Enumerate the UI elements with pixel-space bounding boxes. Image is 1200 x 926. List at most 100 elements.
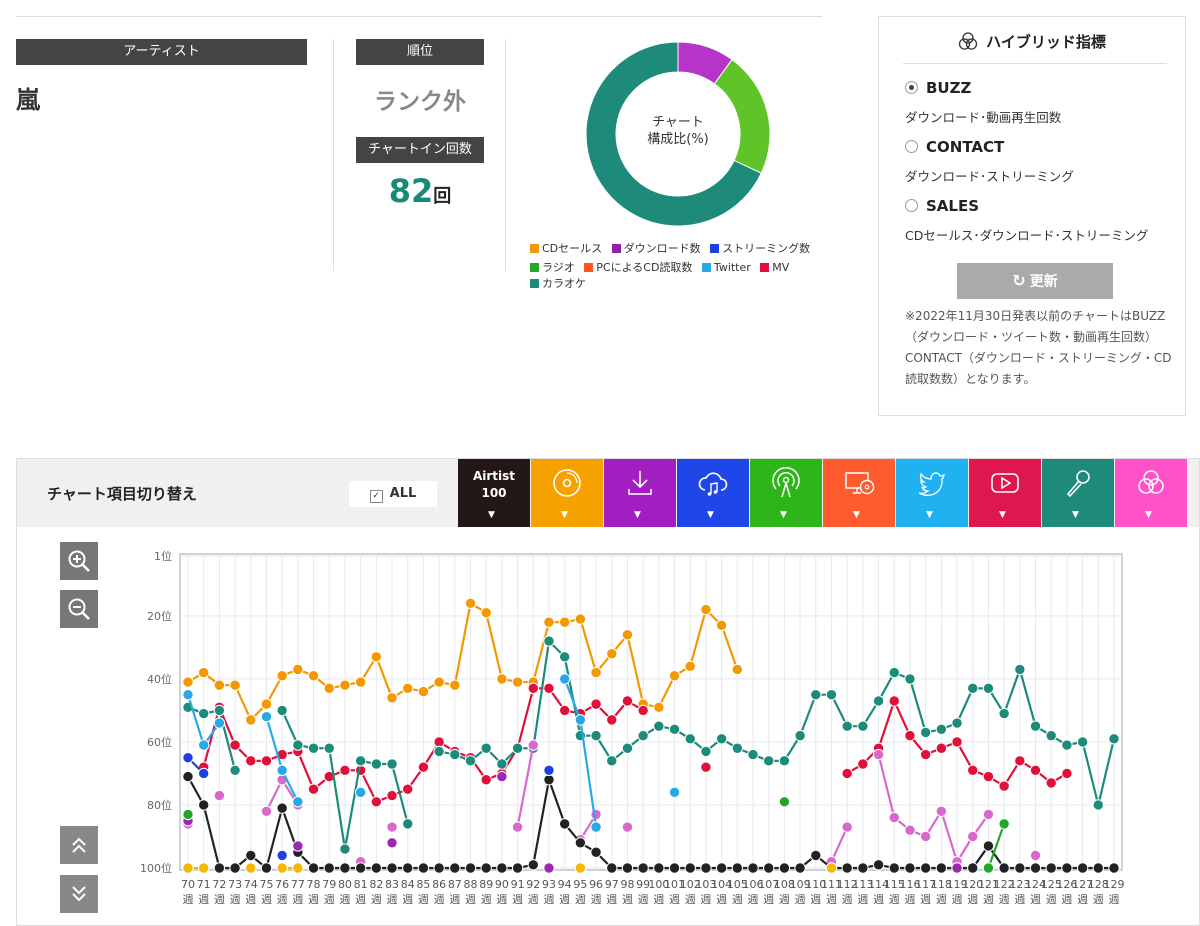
data-point	[182, 676, 194, 688]
radio-toggle[interactable]: ▼	[750, 459, 822, 527]
data-point	[480, 774, 492, 786]
x-tick-label: 102	[680, 878, 701, 891]
zoom-out-button[interactable]	[60, 590, 98, 628]
twitter-icon	[918, 472, 945, 496]
hybrid-title: ハイブリッド指標	[879, 31, 1185, 52]
data-point	[245, 755, 257, 767]
data-point	[197, 707, 210, 720]
data-point	[260, 755, 273, 767]
scroll-up-button[interactable]	[60, 826, 98, 864]
scroll-down-button[interactable]	[60, 875, 98, 913]
data-point	[370, 758, 383, 770]
data-point	[292, 739, 304, 751]
data-point	[606, 862, 618, 874]
x-tick-unit: 週	[606, 893, 617, 906]
airtist-line1: Airtist	[472, 469, 516, 483]
x-tick-unit: 週	[183, 893, 194, 906]
radio-sales-label[interactable]: SALES	[926, 197, 980, 215]
x-tick-label: 126	[1056, 878, 1077, 891]
x-tick-unit: 週	[779, 893, 790, 906]
data-point	[653, 701, 665, 713]
x-tick-label: 84	[401, 878, 415, 891]
cd-sales-toggle[interactable]: ▼	[531, 459, 603, 527]
x-tick-unit: 週	[512, 893, 523, 906]
series-group	[182, 796, 1010, 874]
x-tick-unit: 週	[904, 893, 915, 906]
legend-label: Twitter	[713, 261, 751, 274]
data-point	[197, 862, 210, 874]
radio-contact-label[interactable]: CONTACT	[926, 138, 1005, 156]
x-tick-label: 107	[758, 878, 779, 891]
data-point	[967, 830, 979, 843]
x-tick-label: 103	[695, 878, 716, 891]
x-tick-label: 108	[774, 878, 795, 891]
data-point	[182, 808, 194, 821]
radio-selected-icon[interactable]	[905, 81, 918, 94]
data-point	[967, 862, 979, 874]
legend-label: ラジオ	[542, 261, 575, 274]
x-tick-unit: 週	[936, 893, 947, 906]
x-tick-unit: 週	[873, 893, 884, 906]
data-point	[354, 786, 367, 799]
streaming-toggle[interactable]: ▼	[677, 459, 749, 527]
airtist100-toggle[interactable]: Airtist 100 ▼	[458, 459, 530, 527]
x-tick-label: 72	[212, 878, 226, 891]
radio-unselected-icon[interactable]	[905, 140, 918, 153]
mv-toggle[interactable]: ▼	[969, 459, 1041, 527]
data-point	[370, 796, 383, 808]
x-tick-unit: 週	[920, 893, 931, 906]
pc-cd-toggle[interactable]: ▼	[823, 459, 895, 527]
data-point	[574, 862, 587, 874]
data-point	[496, 758, 508, 770]
data-point	[197, 799, 210, 811]
data-point	[213, 679, 226, 691]
data-point	[402, 862, 414, 874]
series-line	[987, 823, 1006, 869]
twitter-toggle[interactable]: ▼	[896, 459, 968, 527]
youtube-play-icon	[991, 473, 1019, 493]
zoom-in-button[interactable]	[60, 542, 98, 580]
data-point	[182, 862, 194, 874]
x-tick-label: 115	[884, 878, 905, 891]
x-tick-unit: 週	[1077, 893, 1088, 906]
all-toggle-button[interactable]: ✓ ALL	[349, 481, 437, 507]
data-point	[527, 682, 539, 695]
hybrid-note: ※2022年11月30日発表以前のチャートはBUZZ（ダウンロード・ツイート数・…	[905, 309, 1172, 386]
x-tick-label: 94	[558, 878, 572, 891]
legend-swatch	[710, 244, 720, 253]
radio-contact-desc: ダウンロード･ストリーミング	[905, 169, 1074, 184]
data-point	[213, 789, 226, 802]
checkbox-checked-icon[interactable]: ✓	[369, 490, 383, 503]
radio-buzz-label[interactable]: BUZZ	[926, 79, 972, 97]
data-point	[386, 821, 398, 833]
x-tick-label: 119	[947, 878, 968, 891]
y-tick-label: 80位	[147, 798, 172, 812]
data-point	[967, 682, 979, 695]
x-tick-label: 74	[244, 878, 258, 891]
legend-swatch	[530, 279, 539, 288]
download-toggle[interactable]: ▼	[604, 459, 676, 527]
x-tick-unit: 週	[732, 893, 743, 906]
x-tick-unit: 週	[983, 893, 994, 906]
legend-item: Twitter	[701, 261, 751, 274]
data-point	[872, 859, 885, 871]
data-point	[449, 862, 461, 874]
data-point	[229, 764, 241, 777]
x-tick-label: 101	[664, 878, 685, 891]
legend-label: ストリーミング数	[722, 242, 811, 255]
radio-contact[interactable]: CONTACT	[905, 138, 1004, 156]
data-point	[1029, 720, 1042, 732]
karaoke-toggle[interactable]: ▼	[1042, 459, 1114, 527]
data-point	[747, 748, 759, 761]
radio-sales[interactable]: SALES	[905, 197, 979, 215]
radio-buzz[interactable]: BUZZ	[905, 79, 971, 97]
data-point	[621, 695, 634, 707]
x-tick-unit: 週	[669, 893, 680, 906]
radio-unselected-icon[interactable]	[905, 199, 918, 212]
refresh-button[interactable]: ↻ 更新	[957, 263, 1113, 299]
x-tick-unit: 週	[1093, 893, 1104, 906]
data-point	[433, 862, 445, 874]
x-tick-unit: 週	[716, 893, 727, 906]
data-point	[402, 818, 414, 830]
hybrid-toggle[interactable]: ▼	[1115, 459, 1187, 527]
